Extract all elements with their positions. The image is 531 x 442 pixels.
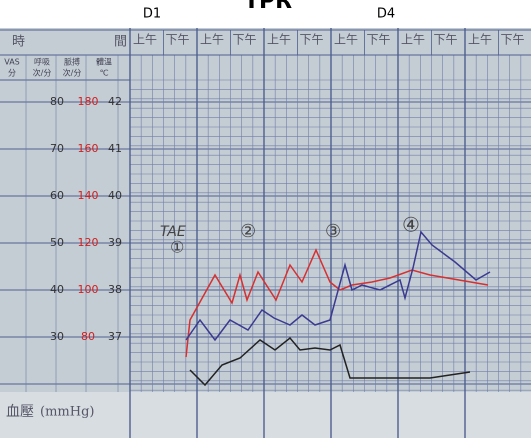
bp-label: 血壓	[6, 404, 34, 420]
col-unit: 分	[8, 69, 16, 78]
scale-label: 50	[50, 236, 64, 249]
am-label: 上午	[133, 33, 157, 47]
time-label: 間	[114, 35, 127, 50]
scale-label: 41	[108, 142, 122, 155]
scale-label: 100	[78, 283, 99, 296]
pm-label: 下午	[166, 33, 190, 47]
scale-label: 37	[108, 330, 122, 343]
scale-label: 60	[50, 189, 64, 202]
col-unit: 次/分	[63, 68, 82, 78]
chart-photo: TPR D1 D4 時 間 血壓 (mmHg) TAE ① ② ③ ④ 上午下午…	[0, 0, 531, 438]
handwriting: ①	[170, 238, 184, 257]
scale-label: 40	[108, 189, 122, 202]
scale-label: 160	[78, 142, 99, 155]
handwriting: ②	[240, 221, 256, 242]
col-unit: 次/分	[33, 68, 52, 78]
scale-label: 39	[108, 236, 122, 249]
am-label: 上午	[200, 33, 224, 47]
scale-label: 120	[78, 236, 99, 249]
am-label: 上午	[401, 33, 425, 47]
scale-label: 80	[81, 330, 95, 343]
day-label: D1	[143, 7, 161, 22]
bp-unit: (mmHg)	[40, 405, 94, 420]
title: TPR	[244, 0, 292, 14]
time-label: 時	[12, 35, 25, 50]
scale-label: 70	[50, 142, 64, 155]
scale-label: 38	[108, 283, 122, 296]
pm-label: 下午	[434, 33, 458, 47]
pm-label: 下午	[501, 33, 525, 47]
scale-label: 40	[50, 283, 64, 296]
scale-label: 42	[108, 95, 122, 108]
col-name: 脈搏	[64, 57, 80, 67]
pm-label: 下午	[367, 33, 391, 47]
col-name: 體溫	[96, 57, 112, 67]
am-label: 上午	[267, 33, 291, 47]
pm-label: 下午	[300, 33, 324, 47]
handwriting: ③	[325, 221, 341, 242]
col-unit: ℃	[100, 69, 109, 78]
scale-label: 80	[50, 95, 64, 108]
day-label: D4	[377, 7, 395, 22]
am-label: 上午	[334, 33, 358, 47]
scale-label: 30	[50, 330, 64, 343]
pm-label: 下午	[233, 33, 257, 47]
col-name: VAS	[4, 58, 20, 67]
scale-label: 140	[78, 189, 99, 202]
handwriting: ④	[402, 213, 420, 237]
col-name: 呼吸	[34, 57, 50, 67]
scale-label: 180	[78, 95, 99, 108]
am-label: 上午	[468, 33, 492, 47]
